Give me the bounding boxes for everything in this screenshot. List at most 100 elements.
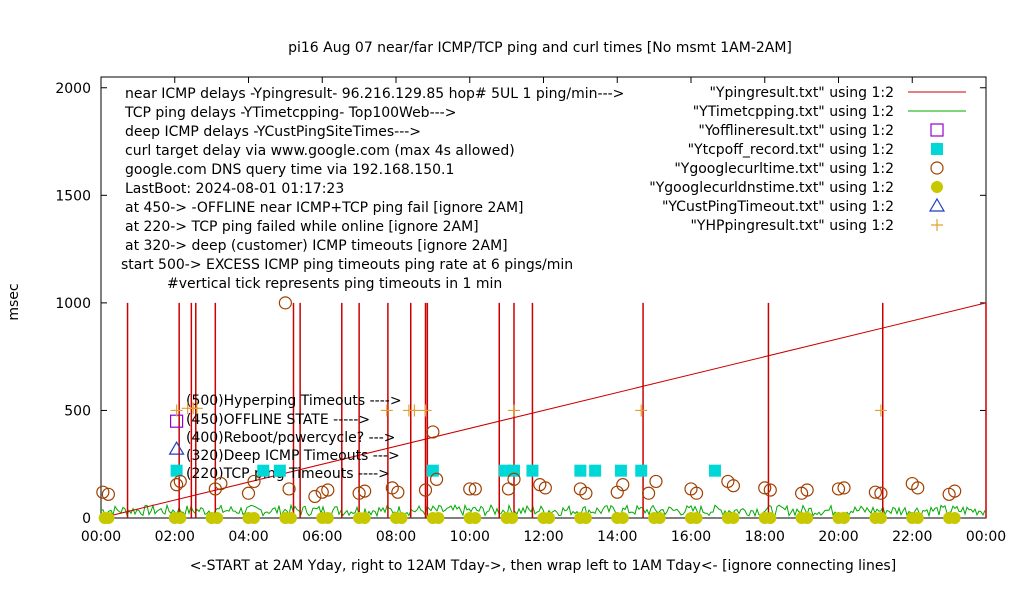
series-3-point bbox=[574, 464, 587, 477]
series-2-point bbox=[169, 414, 184, 428]
series-5-point bbox=[432, 512, 445, 524]
series-5-point bbox=[395, 512, 408, 524]
x-tick-label: 16:00 bbox=[671, 529, 711, 545]
series-7-point bbox=[380, 404, 393, 417]
series-3-point bbox=[498, 464, 511, 477]
series-5-point bbox=[948, 512, 961, 524]
series-4-point bbox=[641, 486, 656, 500]
series-4-point bbox=[616, 478, 630, 492]
y-axis-label: msec bbox=[6, 283, 22, 320]
legend-swatch bbox=[930, 161, 944, 175]
series-4-point bbox=[463, 482, 477, 496]
x-tick-label: 04:00 bbox=[228, 529, 268, 545]
series-4-point bbox=[426, 425, 440, 439]
series-4-point bbox=[429, 472, 444, 486]
info-line: at 320-> deep (customer) ICMP timeouts [… bbox=[125, 238, 508, 254]
series-5-point bbox=[616, 512, 629, 524]
series-5-point bbox=[764, 512, 777, 524]
series-3-point bbox=[614, 464, 627, 477]
marker-label: (320)Deep ICMP Timeouts ---> bbox=[186, 448, 400, 464]
marker-label: (400)Reboot/powercycle? ---> bbox=[186, 430, 396, 446]
legend-label: "YHPpingresult.txt" using 1:2 bbox=[690, 218, 894, 234]
series-3-point bbox=[589, 464, 602, 477]
series-5-point bbox=[911, 512, 924, 524]
series-5-point bbox=[102, 512, 115, 524]
series-5-point bbox=[579, 512, 592, 524]
series-4-point bbox=[468, 482, 482, 496]
x-tick-label: 00:00 bbox=[81, 529, 121, 545]
series-7-point bbox=[419, 404, 432, 417]
series-4-point bbox=[214, 476, 228, 491]
x-tick-label: 08:00 bbox=[376, 529, 416, 545]
legend-label: "YCustPingTimeout.txt" using 1:2 bbox=[662, 199, 894, 215]
series-5-point bbox=[358, 512, 371, 524]
series-5-point bbox=[838, 512, 851, 524]
series-4-point bbox=[649, 474, 663, 489]
legend-swatch bbox=[931, 181, 943, 193]
series-5-point bbox=[506, 512, 519, 524]
info-line: deep ICMP delays -YCustPingSiteTimes---> bbox=[125, 124, 421, 140]
series-4-point bbox=[358, 484, 372, 498]
legend-label: "Ygooglecurldnstime.txt" using 1:2 bbox=[649, 180, 894, 196]
icmp-trend-line bbox=[100, 302, 987, 519]
series-5-point bbox=[653, 512, 666, 524]
series-5-point bbox=[321, 512, 334, 524]
info-line: at 450-> -OFFLINE near ICMP+TCP ping fai… bbox=[125, 200, 524, 216]
series-4-point bbox=[169, 478, 184, 492]
series-4-point bbox=[507, 472, 521, 486]
y-tick-label: 0 bbox=[82, 511, 91, 527]
series-3-point bbox=[635, 464, 648, 477]
series-4-point bbox=[247, 474, 261, 489]
info-line: curl target delay via www.google.com (ma… bbox=[125, 143, 515, 159]
series-4-point bbox=[831, 482, 846, 496]
x-tick-label: 18:00 bbox=[745, 529, 785, 545]
marker-label: (450)OFFLINE STATE -----> bbox=[186, 412, 370, 428]
series-7-point bbox=[508, 404, 520, 417]
x-tick-label: 02:00 bbox=[155, 529, 195, 545]
chart-title: pi16 Aug 07 near/far ICMP/TCP ping and c… bbox=[288, 40, 792, 56]
series-3-point bbox=[273, 464, 286, 477]
series-5-point bbox=[211, 512, 224, 524]
series-7-point bbox=[635, 404, 648, 417]
series-4-point bbox=[321, 483, 335, 497]
series-7-point bbox=[190, 402, 203, 415]
legend-label: "YTimetcpping.txt" using 1:2 bbox=[693, 104, 894, 120]
series-4-point bbox=[308, 489, 322, 504]
y-tick-label: 1000 bbox=[55, 296, 91, 312]
series-7-point bbox=[170, 404, 183, 417]
info-line: at 220-> TCP ping failed while online [i… bbox=[125, 219, 479, 235]
y-tick-label: 500 bbox=[64, 403, 91, 419]
x-tick-label: 14:00 bbox=[597, 529, 637, 545]
legend-swatch bbox=[928, 197, 946, 212]
legend-label: "Ygooglecurltime.txt" using 1:2 bbox=[674, 161, 894, 177]
x-tick-label: 10:00 bbox=[450, 529, 490, 545]
y-tick-label: 2000 bbox=[55, 81, 91, 97]
series-5-point bbox=[727, 512, 740, 524]
legend-label: "Ytcpoff_record.txt" using 1:2 bbox=[688, 142, 894, 158]
info-line: LastBoot: 2024-08-01 01:17:23 bbox=[125, 181, 344, 197]
series-7-point bbox=[408, 404, 421, 417]
series-4-point bbox=[758, 481, 772, 495]
y-tick-label: 1500 bbox=[55, 188, 91, 204]
series-5-point bbox=[248, 512, 261, 524]
x-tick-label: 22:00 bbox=[892, 529, 932, 545]
series-4-point bbox=[501, 482, 516, 496]
info-line: start 500-> EXCESS ICMP ping timeouts pi… bbox=[121, 257, 573, 273]
series-7-point bbox=[874, 404, 887, 417]
series-4-point bbox=[800, 483, 814, 497]
series-4-point bbox=[173, 474, 187, 489]
x-tick-label: 12:00 bbox=[523, 529, 563, 545]
series-4-point bbox=[763, 483, 777, 497]
series-3-point bbox=[526, 464, 539, 477]
series-3-point bbox=[257, 464, 270, 477]
series-4-point bbox=[948, 484, 962, 498]
series-5-point bbox=[174, 512, 187, 524]
legend-label: "Yofflineresult.txt" using 1:2 bbox=[698, 123, 894, 139]
series-5-point bbox=[284, 512, 297, 524]
series-4-point bbox=[868, 485, 882, 499]
series-4-point bbox=[418, 483, 433, 497]
series-4-point bbox=[911, 481, 925, 495]
marker-label: (500)Hyperping Timeouts ----> bbox=[186, 393, 402, 409]
legend-swatch bbox=[931, 219, 943, 231]
